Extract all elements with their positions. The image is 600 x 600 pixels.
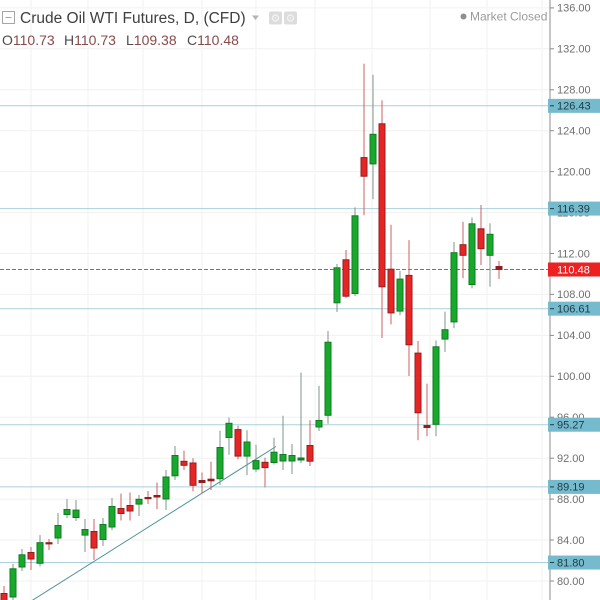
svg-text:106.61: 106.61 [557, 304, 591, 316]
svg-text:O110.73: O110.73 [2, 32, 55, 48]
svg-text:95.27: 95.27 [557, 420, 585, 432]
svg-text:104.00: 104.00 [557, 330, 591, 342]
svg-text:120.00: 120.00 [557, 166, 591, 178]
svg-text:110.48: 110.48 [557, 264, 590, 276]
svg-text:100.00: 100.00 [557, 371, 591, 383]
svg-text:89.19: 89.19 [557, 482, 585, 494]
svg-text:Market Closed: Market Closed [470, 10, 547, 24]
svg-text:84.00: 84.00 [557, 535, 585, 547]
svg-text:C110.48: C110.48 [187, 32, 239, 48]
svg-text:126.43: 126.43 [557, 101, 591, 113]
svg-text:108.00: 108.00 [557, 289, 591, 301]
svg-text:92.00: 92.00 [557, 453, 585, 465]
svg-text:112.00: 112.00 [557, 248, 590, 260]
svg-text:L109.38: L109.38 [126, 32, 177, 48]
svg-text:128.00: 128.00 [557, 85, 591, 97]
svg-text:116.39: 116.39 [557, 203, 590, 215]
svg-text:80.00: 80.00 [557, 576, 585, 588]
svg-text:81.80: 81.80 [557, 557, 585, 569]
svg-text:Crude Oil WTI Futures, D, (CFD: Crude Oil WTI Futures, D, (CFD) [20, 10, 246, 27]
svg-text:124.00: 124.00 [557, 126, 591, 138]
svg-text:132.00: 132.00 [557, 44, 591, 56]
svg-text:136.00: 136.00 [557, 3, 591, 15]
svg-text:88.00: 88.00 [557, 494, 585, 506]
svg-text:H110.73: H110.73 [64, 32, 116, 48]
